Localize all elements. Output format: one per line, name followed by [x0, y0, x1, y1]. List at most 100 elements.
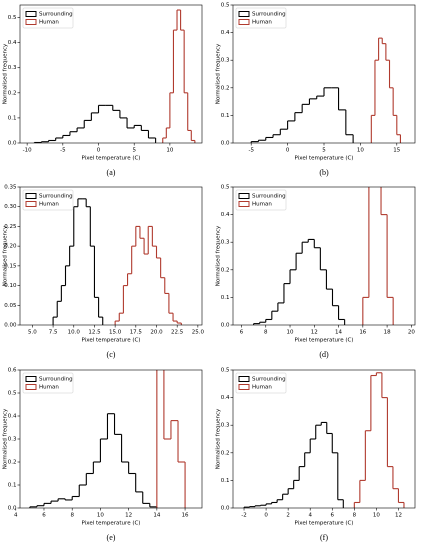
legend-label: Human [252, 202, 272, 208]
x-tick-label: 7.5 [49, 330, 58, 336]
legend-swatch [25, 11, 37, 17]
x-tick-label: 6 [42, 513, 46, 519]
y-tick-label: 0.3 [221, 423, 230, 429]
legend-swatch [238, 11, 250, 17]
x-tick-label: 0 [264, 513, 268, 519]
x-tick-label: 17.5 [130, 330, 143, 336]
x-tick-label: 15.0 [109, 330, 122, 336]
x-tick-label: -5 [248, 148, 254, 154]
y-axis-label: Normalised frequency [3, 225, 9, 286]
x-tick-label: 16 [182, 513, 189, 519]
legend-swatch [25, 201, 37, 207]
panel-label: (e) [107, 533, 116, 542]
legend-label: Human [252, 385, 272, 391]
legend-label: Surrounding [39, 194, 73, 200]
x-tick-label: -5 [60, 148, 66, 154]
x-tick-label: 10 [357, 148, 364, 154]
legend-swatch [238, 376, 250, 382]
x-tick-label: 10.0 [68, 330, 81, 336]
x-axis-label: Pixel temperature (C) [82, 156, 141, 162]
x-tick-label: -2 [241, 513, 246, 519]
panel-label: (b) [319, 168, 329, 177]
axes-frame [19, 4, 203, 144]
x-tick-label: 12 [395, 513, 402, 519]
y-tick-label: 0.4 [8, 40, 17, 46]
plot-area [52, 198, 182, 325]
y-tick-label: 0.05 [4, 303, 17, 309]
y-tick-label: 0.0 [221, 323, 230, 329]
x-tick-label: 4 [308, 513, 312, 519]
legend-label: Surrounding [39, 12, 73, 18]
x-tick-label: 0 [97, 148, 101, 154]
y-tick-label: 0.6 [8, 368, 17, 374]
y-tick-label: 0.2 [221, 450, 230, 456]
panel: 6 8 10 12 14 16 18 20 0.0 0.1 0.2 0.3 0.4 0.5 Pixel te… [216, 185, 416, 359]
y-axis-label: Normalised frequency [3, 408, 9, 469]
axes-frame [232, 369, 416, 509]
y-tick-label: 0.1 [8, 115, 17, 121]
y-tick-label: 0.2 [8, 460, 17, 466]
legend-swatch [25, 384, 37, 390]
y-tick-label: 0.2 [221, 85, 230, 91]
legend-swatch [238, 193, 250, 199]
x-tick-label: 5.0 [28, 330, 37, 336]
x-tick-label: 12 [125, 513, 132, 519]
legend-label: Human [39, 20, 59, 26]
y-axis-label: Normalised frequency [3, 43, 9, 104]
x-tick-label: 8 [353, 513, 357, 519]
y-tick-label: 0.15 [4, 263, 17, 269]
y-tick-label: 0.4 [221, 395, 230, 401]
y-axis-label: Normalised frequency [216, 43, 222, 104]
legend-swatch [238, 19, 250, 25]
y-tick-label: 0.1 [221, 113, 230, 119]
y-tick-label: 0.4 [221, 30, 230, 36]
y-tick-label: 0.30 [4, 204, 17, 210]
y-tick-label: 0.0 [8, 506, 17, 512]
y-tick-label: 0.1 [221, 478, 230, 484]
x-tick-label: 5 [132, 148, 136, 154]
legend-label: Human [39, 385, 59, 391]
x-tick-label: 22.5 [171, 330, 184, 336]
y-tick-label: 0.0 [221, 141, 230, 147]
legend-swatch [238, 384, 250, 390]
y-tick-label: 0.1 [221, 295, 230, 301]
y-tick-label: 0.5 [8, 391, 17, 397]
panel: -5 0 5 10 15 0.0 0.1 0.2 0.3 0.4 0.5 Pixel temperat… [216, 3, 416, 177]
legend-swatch [25, 19, 37, 25]
plot-area [243, 372, 405, 508]
y-tick-label: 0.1 [8, 483, 17, 489]
panel-label: (d) [319, 350, 329, 359]
panel: 4 6 8 10 12 14 16 0.0 0.1 0.2 0.3 0.4 0.5 0.6 Pixel te… [3, 368, 203, 542]
x-tick-label: 4 [14, 513, 18, 519]
x-tick-label: 15 [393, 148, 400, 154]
plot-area [253, 187, 394, 325]
panel: 5.0 7.5 10.0 12.5 15.0 17.5 20.0 22.5 25.0 0.00 0.… [3, 185, 205, 359]
legend-label: Surrounding [252, 194, 286, 200]
y-tick-label: 0.3 [8, 65, 17, 71]
legend-label: Surrounding [252, 12, 286, 18]
plot-area [250, 37, 401, 143]
x-tick-label: 10 [373, 513, 380, 519]
x-tick-label: 0 [286, 148, 290, 154]
y-tick-label: 0.0 [8, 141, 17, 147]
x-tick-label: 8 [70, 513, 74, 519]
legend-swatch [238, 201, 250, 207]
legend-swatch [25, 193, 37, 199]
y-tick-label: 0.5 [221, 368, 230, 374]
panel-label: (a) [107, 168, 116, 177]
x-tick-label: 8 [264, 330, 268, 336]
x-tick-label: 10 [166, 148, 173, 154]
legend-label: Surrounding [39, 377, 73, 383]
y-tick-label: 0.5 [221, 185, 230, 191]
x-tick-label: 20.0 [150, 330, 163, 336]
y-tick-label: 0.5 [221, 3, 230, 9]
y-tick-label: 0.3 [221, 58, 230, 64]
x-tick-label: 10 [287, 330, 294, 336]
y-tick-label: 0.5 [8, 15, 17, 21]
y-tick-label: 0.20 [4, 244, 17, 250]
x-tick-label: 6 [240, 330, 244, 336]
y-axis-label: Normalised frequency [216, 408, 222, 469]
x-tick-label: 14 [153, 513, 160, 519]
x-tick-label: 12.5 [88, 330, 101, 336]
x-tick-label: 14 [335, 330, 342, 336]
